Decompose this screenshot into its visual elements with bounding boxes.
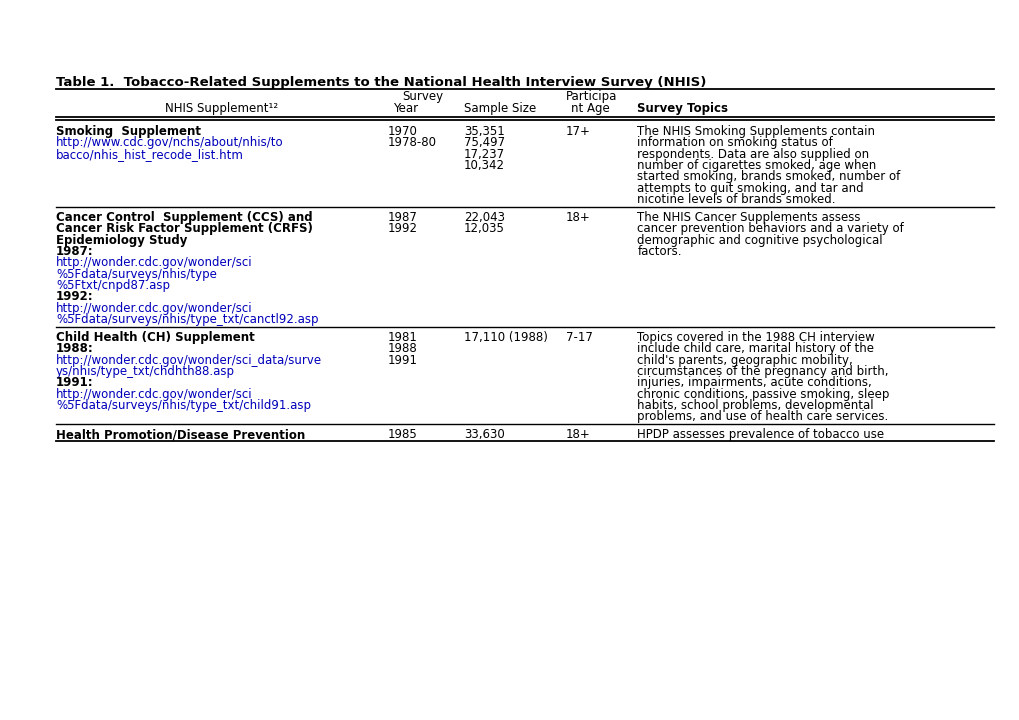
Text: Smoking  Supplement: Smoking Supplement <box>56 125 201 138</box>
Text: include child care, marital history of the: include child care, marital history of t… <box>637 342 873 355</box>
Text: 1992: 1992 <box>387 222 417 235</box>
Text: 1970: 1970 <box>387 125 417 138</box>
Text: 1987: 1987 <box>387 211 417 224</box>
Text: %5Fdata/surveys/nhis/type_txt/child91.asp: %5Fdata/surveys/nhis/type_txt/child91.as… <box>56 399 311 412</box>
Text: nicotine levels of brands smoked.: nicotine levels of brands smoked. <box>637 193 836 206</box>
Text: 33,630: 33,630 <box>464 428 504 441</box>
Text: 1988:: 1988: <box>56 342 94 355</box>
Text: 17,237: 17,237 <box>464 148 504 161</box>
Text: http://wonder.cdc.gov/wonder/sci: http://wonder.cdc.gov/wonder/sci <box>56 256 253 269</box>
Text: injuries, impairments, acute conditions,: injuries, impairments, acute conditions, <box>637 377 871 390</box>
Text: habits, school problems, developmental: habits, school problems, developmental <box>637 399 873 412</box>
Text: http://wonder.cdc.gov/wonder/sci: http://wonder.cdc.gov/wonder/sci <box>56 387 253 401</box>
Text: respondents. Data are also supplied on: respondents. Data are also supplied on <box>637 148 869 161</box>
Text: The NHIS Smoking Supplements contain: The NHIS Smoking Supplements contain <box>637 125 874 138</box>
Text: ys/nhis/type_txt/chdhth88.asp: ys/nhis/type_txt/chdhth88.asp <box>56 365 234 378</box>
Text: Survey: Survey <box>403 91 443 104</box>
Text: 75,497: 75,497 <box>464 136 504 149</box>
Text: http://wonder.cdc.gov/wonder/sci: http://wonder.cdc.gov/wonder/sci <box>56 302 253 315</box>
Text: factors.: factors. <box>637 245 682 258</box>
Text: Table 1.  Tobacco-Related Supplements to the National Health Interview Survey (N: Table 1. Tobacco-Related Supplements to … <box>56 76 706 89</box>
Text: 1992:: 1992: <box>56 290 94 303</box>
Text: Child Health (CH) Supplement: Child Health (CH) Supplement <box>56 330 255 344</box>
Text: 17+: 17+ <box>566 125 590 138</box>
Text: attempts to quit smoking, and tar and: attempts to quit smoking, and tar and <box>637 181 863 195</box>
Text: 18+: 18+ <box>566 428 590 441</box>
Text: cancer prevention behaviors and a variety of: cancer prevention behaviors and a variet… <box>637 222 904 235</box>
Text: 10,342: 10,342 <box>464 159 504 172</box>
Text: 12,035: 12,035 <box>464 222 504 235</box>
Text: 1991: 1991 <box>387 354 417 366</box>
Text: http://www.cdc.gov/nchs/about/nhis/to: http://www.cdc.gov/nchs/about/nhis/to <box>56 136 283 149</box>
Text: Participa: Participa <box>566 91 616 104</box>
Text: problems, and use of health care services.: problems, and use of health care service… <box>637 410 888 423</box>
Text: %5Fdata/surveys/nhis/type: %5Fdata/surveys/nhis/type <box>56 268 217 281</box>
Text: Topics covered in the 1988 CH interview: Topics covered in the 1988 CH interview <box>637 330 874 344</box>
Text: 22,043: 22,043 <box>464 211 504 224</box>
Text: The NHIS Cancer Supplements assess: The NHIS Cancer Supplements assess <box>637 211 860 224</box>
Text: child's parents, geographic mobility,: child's parents, geographic mobility, <box>637 354 853 366</box>
Text: Health Promotion/Disease Prevention: Health Promotion/Disease Prevention <box>56 428 305 441</box>
Text: 1987:: 1987: <box>56 245 94 258</box>
Text: chronic conditions, passive smoking, sleep: chronic conditions, passive smoking, sle… <box>637 387 889 401</box>
Text: Year: Year <box>392 102 418 114</box>
Text: 17,110 (1988): 17,110 (1988) <box>464 330 547 344</box>
Text: NHIS Supplement¹²: NHIS Supplement¹² <box>165 102 278 114</box>
Text: Survey Topics: Survey Topics <box>637 102 728 114</box>
Text: http://wonder.cdc.gov/wonder/sci_data/surve: http://wonder.cdc.gov/wonder/sci_data/su… <box>56 354 322 366</box>
Text: Sample Size: Sample Size <box>464 102 536 114</box>
Text: Epidemiology Study: Epidemiology Study <box>56 233 187 246</box>
Text: 35,351: 35,351 <box>464 125 504 138</box>
Text: nt Age: nt Age <box>571 102 609 114</box>
Text: 1991:: 1991: <box>56 377 94 390</box>
Text: Cancer Control  Supplement (CCS) and: Cancer Control Supplement (CCS) and <box>56 211 313 224</box>
Text: 7-17: 7-17 <box>566 330 592 344</box>
Text: 1988: 1988 <box>387 342 417 355</box>
Text: started smoking, brands smoked, number of: started smoking, brands smoked, number o… <box>637 171 900 184</box>
Text: %5Ftxt/cnpd87.asp: %5Ftxt/cnpd87.asp <box>56 279 170 292</box>
Text: number of cigarettes smoked, age when: number of cigarettes smoked, age when <box>637 159 876 172</box>
Text: bacco/nhis_hist_recode_list.htm: bacco/nhis_hist_recode_list.htm <box>56 148 244 161</box>
Text: 1985: 1985 <box>387 428 417 441</box>
Text: %5Fdata/surveys/nhis/type_txt/canctl92.asp: %5Fdata/surveys/nhis/type_txt/canctl92.a… <box>56 313 318 326</box>
Text: 1978-80: 1978-80 <box>387 136 436 149</box>
Text: information on smoking status of: information on smoking status of <box>637 136 833 149</box>
Text: 1981: 1981 <box>387 330 417 344</box>
Text: demographic and cognitive psychological: demographic and cognitive psychological <box>637 233 882 246</box>
Text: HPDP assesses prevalence of tobacco use: HPDP assesses prevalence of tobacco use <box>637 428 883 441</box>
Text: Cancer Risk Factor Supplement (CRFS): Cancer Risk Factor Supplement (CRFS) <box>56 222 313 235</box>
Text: 18+: 18+ <box>566 211 590 224</box>
Text: circumstances of the pregnancy and birth,: circumstances of the pregnancy and birth… <box>637 365 889 378</box>
